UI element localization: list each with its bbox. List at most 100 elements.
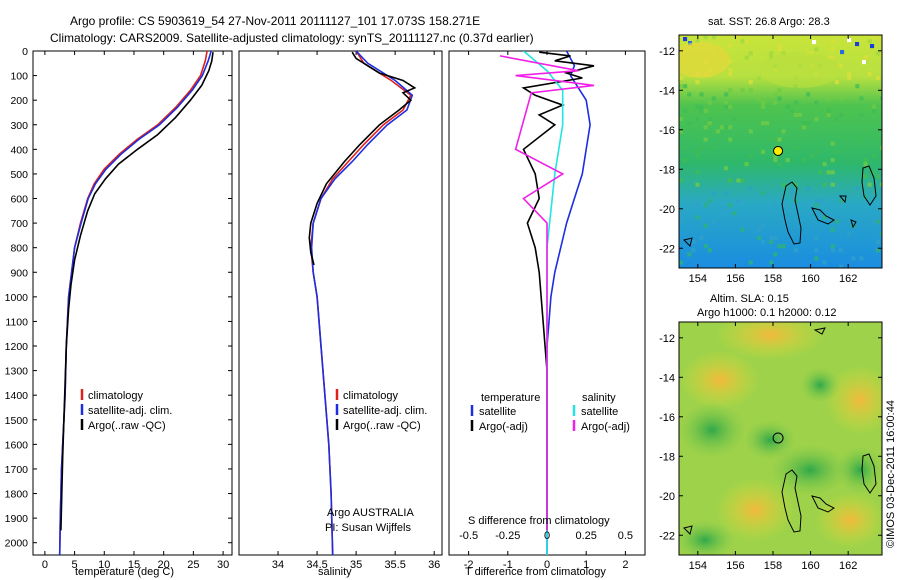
- sst-pixel: [711, 190, 716, 195]
- sst-pixel: [859, 141, 864, 146]
- map-x-tick-label: 156: [726, 273, 744, 285]
- salinity-xlabel: salinity: [318, 566, 352, 578]
- sst-pixel: [724, 125, 729, 130]
- temperature-panel: 0 5 10 15 20 25 30 010020030040050060070080090…: [5, 46, 645, 578]
- sst-pixel: [769, 235, 774, 240]
- sst-pixel: [761, 240, 766, 245]
- x-tick-label: 0: [42, 559, 48, 571]
- sst-pixel: [855, 42, 860, 47]
- sst-pixel: [781, 51, 786, 56]
- sst-pixel: [830, 158, 835, 163]
- salinity-series: [308, 51, 417, 555]
- y-tick-label: 100: [10, 71, 28, 83]
- y-tick-label: 500: [10, 169, 28, 181]
- difference-x-ticks: -2 -1 0 1 2: [464, 51, 628, 571]
- map-x-tick-label: 156: [726, 560, 744, 572]
- sst-pixel: [793, 145, 798, 150]
- x-tick-label: 2: [622, 559, 628, 571]
- sst-pixel: [840, 50, 845, 55]
- sst-pixel: [695, 117, 700, 122]
- sst-pixel: [777, 88, 782, 93]
- sst-pixel: [834, 149, 839, 154]
- sst-pixel: [728, 104, 733, 109]
- sst-pixel: [789, 108, 794, 113]
- salinity-panel: 34 34.5 35 35.5 36 salinity climatology satel…: [238, 50, 443, 578]
- sst-pixel: [777, 137, 782, 142]
- x-tick-label: -1: [503, 559, 513, 571]
- sst-pixel: [789, 190, 794, 195]
- sst-pixel: [822, 211, 827, 216]
- sst-pixel: [812, 40, 817, 45]
- sst-pixel: [724, 190, 729, 195]
- sst-pixel: [728, 59, 733, 64]
- y-tick-label: 1300: [5, 366, 29, 378]
- sst-pixel: [863, 162, 868, 167]
- map-y-tick-label: -12: [659, 46, 675, 58]
- y-tick-label: 400: [10, 144, 28, 156]
- s-tick-label: 0: [544, 530, 550, 542]
- sst-pixel: [679, 129, 684, 134]
- sst-pixel: [838, 63, 843, 68]
- y-tick-label: 1100: [5, 316, 28, 328]
- sst-pixel: [789, 186, 794, 191]
- temperature-legend: climatology satellite-adj. clim. Argo(..ra…: [80, 389, 172, 432]
- legend-title: salinity: [582, 392, 616, 404]
- sst-pixel: [822, 162, 827, 167]
- sst-pixel: [773, 92, 778, 97]
- salinity-legend: climatology satellite-adj. clim. Argo(..ra…: [335, 389, 427, 432]
- sst-pixel: [855, 84, 860, 89]
- sst-pixel: [814, 47, 819, 52]
- sst-pixel: [822, 182, 827, 187]
- sst-pixel: [699, 145, 704, 150]
- sst-pixel: [859, 96, 864, 101]
- sst-pixel: [711, 145, 716, 150]
- sst-pixel: [806, 92, 811, 97]
- y-tick-label: 700: [10, 218, 28, 230]
- sst-pixel: [748, 51, 753, 56]
- sst-pixel: [847, 231, 852, 236]
- header-line1: Argo profile: CS 5903619_54 27-Nov-2011 …: [70, 14, 480, 28]
- sst-pixel-texture: [679, 35, 882, 268]
- salinity-plot-frame: [238, 50, 443, 556]
- sst-pixel: [703, 125, 708, 130]
- map-x-tick-label: 162: [839, 273, 857, 285]
- sst-pixel: [867, 39, 872, 44]
- sst-pixel: [679, 178, 684, 183]
- sst-pixel: [875, 174, 880, 179]
- sla-high-blob: [715, 478, 795, 542]
- legend-label: satellite-adj. clim.: [88, 405, 172, 417]
- legend-label: satellite: [581, 406, 618, 418]
- sst-pixel: [793, 248, 798, 253]
- sla-low-blob: [744, 420, 796, 460]
- sst-pixel: [740, 178, 745, 183]
- coastline: [811, 495, 835, 513]
- sst-pixel: [728, 203, 733, 208]
- sst-pixel: [679, 260, 684, 265]
- sst-pixel: [863, 194, 868, 199]
- coastline: [683, 525, 693, 535]
- sst-pixel: [859, 112, 864, 117]
- sst-pixel: [818, 199, 823, 204]
- sst-pixel: [720, 125, 725, 130]
- sst-pixel: [838, 112, 843, 117]
- map-y-tick-label: -12: [659, 333, 675, 345]
- y-tick-label: 1400: [5, 390, 29, 402]
- sst-map-title: sat. SST: 26.8 Argo: 28.3: [708, 16, 830, 28]
- sst-pixel: [822, 215, 827, 220]
- sst-pixel: [728, 137, 733, 142]
- sst-pixel: [687, 92, 692, 97]
- y-tick-label: 1800: [5, 489, 29, 501]
- sla-low-blob: [800, 367, 840, 403]
- sst-map-panel: sat. SST: 26.8 Argo: 28.3 154 156 158 160 16…: [659, 16, 883, 285]
- sla-map-panel: Altim. SLA: 0.15 Argo h1000: 0.1 h2000: …: [659, 293, 883, 572]
- sst-pixel: [781, 244, 786, 249]
- sst-pixel: [863, 55, 868, 60]
- sst-pixel: [830, 141, 835, 146]
- sst-pixel: [847, 76, 852, 81]
- salinity-x-ticks: 34 34.5 35 35.5 36: [272, 51, 440, 571]
- sst-pixel: [773, 235, 778, 240]
- sst-pixel: [802, 158, 807, 163]
- sst-pixel: [871, 35, 876, 40]
- sst-pixel: [679, 80, 684, 85]
